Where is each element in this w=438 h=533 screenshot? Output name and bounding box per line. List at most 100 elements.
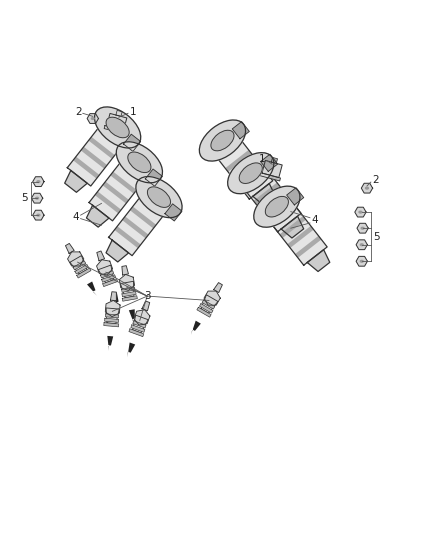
Polygon shape	[120, 281, 134, 298]
Text: 1: 1	[130, 107, 136, 117]
Polygon shape	[122, 265, 128, 275]
Polygon shape	[116, 110, 122, 116]
Text: 5: 5	[373, 232, 379, 242]
Polygon shape	[77, 268, 91, 278]
Text: 5: 5	[21, 193, 28, 203]
Polygon shape	[254, 182, 280, 205]
Polygon shape	[122, 216, 148, 238]
Ellipse shape	[228, 152, 274, 193]
Polygon shape	[102, 279, 117, 287]
Polygon shape	[232, 122, 249, 139]
Polygon shape	[33, 210, 44, 220]
Polygon shape	[260, 173, 280, 181]
Polygon shape	[88, 137, 115, 159]
Ellipse shape	[199, 120, 246, 161]
Polygon shape	[106, 314, 119, 318]
Polygon shape	[95, 191, 121, 213]
Polygon shape	[127, 343, 135, 358]
Polygon shape	[122, 292, 136, 297]
Polygon shape	[33, 177, 44, 187]
Polygon shape	[134, 310, 150, 325]
Ellipse shape	[116, 142, 162, 183]
Polygon shape	[129, 309, 135, 325]
Ellipse shape	[37, 214, 40, 216]
Polygon shape	[106, 308, 119, 324]
Polygon shape	[97, 251, 105, 261]
Polygon shape	[102, 182, 129, 204]
Polygon shape	[100, 271, 114, 278]
Polygon shape	[287, 226, 314, 248]
Polygon shape	[265, 198, 327, 265]
Polygon shape	[110, 292, 117, 301]
Ellipse shape	[106, 117, 129, 138]
Ellipse shape	[95, 107, 141, 148]
Polygon shape	[105, 318, 119, 322]
Polygon shape	[253, 183, 276, 205]
Ellipse shape	[35, 197, 39, 199]
Polygon shape	[114, 226, 141, 248]
Polygon shape	[307, 249, 330, 271]
Polygon shape	[239, 164, 301, 232]
Polygon shape	[104, 322, 119, 327]
Polygon shape	[357, 223, 368, 233]
Polygon shape	[105, 301, 120, 317]
Text: 3: 3	[144, 291, 151, 301]
Polygon shape	[201, 295, 218, 313]
Ellipse shape	[360, 244, 363, 246]
Polygon shape	[130, 206, 156, 229]
Ellipse shape	[128, 152, 151, 173]
Ellipse shape	[211, 130, 234, 151]
Ellipse shape	[265, 197, 288, 217]
Polygon shape	[86, 205, 109, 227]
Polygon shape	[131, 325, 145, 332]
Polygon shape	[87, 281, 97, 296]
Ellipse shape	[239, 163, 262, 183]
Polygon shape	[202, 300, 215, 309]
Polygon shape	[199, 304, 213, 313]
Polygon shape	[279, 216, 306, 238]
Polygon shape	[165, 204, 182, 221]
Text: 2: 2	[75, 107, 82, 117]
Polygon shape	[286, 188, 304, 205]
Polygon shape	[81, 147, 107, 169]
Polygon shape	[197, 307, 211, 317]
Polygon shape	[142, 301, 150, 311]
Polygon shape	[211, 131, 273, 199]
Polygon shape	[98, 265, 114, 283]
Polygon shape	[204, 291, 220, 305]
Polygon shape	[355, 207, 366, 217]
Polygon shape	[225, 150, 251, 172]
Polygon shape	[102, 274, 116, 282]
Polygon shape	[356, 240, 367, 249]
Polygon shape	[356, 256, 367, 266]
Polygon shape	[73, 261, 86, 270]
Polygon shape	[119, 274, 134, 290]
Polygon shape	[122, 296, 138, 301]
Ellipse shape	[37, 181, 40, 182]
Text: 1: 1	[259, 154, 266, 164]
Polygon shape	[107, 336, 113, 351]
Polygon shape	[73, 157, 99, 179]
Ellipse shape	[366, 187, 368, 189]
Polygon shape	[261, 192, 288, 214]
Polygon shape	[269, 203, 295, 224]
Polygon shape	[70, 256, 87, 274]
Ellipse shape	[361, 228, 364, 229]
Polygon shape	[32, 193, 43, 203]
Polygon shape	[262, 160, 282, 177]
Text: 2: 2	[372, 175, 379, 185]
Ellipse shape	[360, 261, 363, 262]
Polygon shape	[67, 252, 84, 266]
Text: 4: 4	[72, 212, 79, 222]
Ellipse shape	[92, 118, 94, 119]
Polygon shape	[96, 260, 113, 275]
Polygon shape	[110, 172, 137, 193]
Polygon shape	[295, 236, 321, 258]
Polygon shape	[87, 114, 99, 124]
Polygon shape	[111, 293, 119, 308]
Polygon shape	[89, 153, 151, 221]
Polygon shape	[65, 171, 87, 192]
Polygon shape	[75, 264, 88, 274]
Polygon shape	[65, 244, 74, 253]
Polygon shape	[261, 154, 278, 172]
